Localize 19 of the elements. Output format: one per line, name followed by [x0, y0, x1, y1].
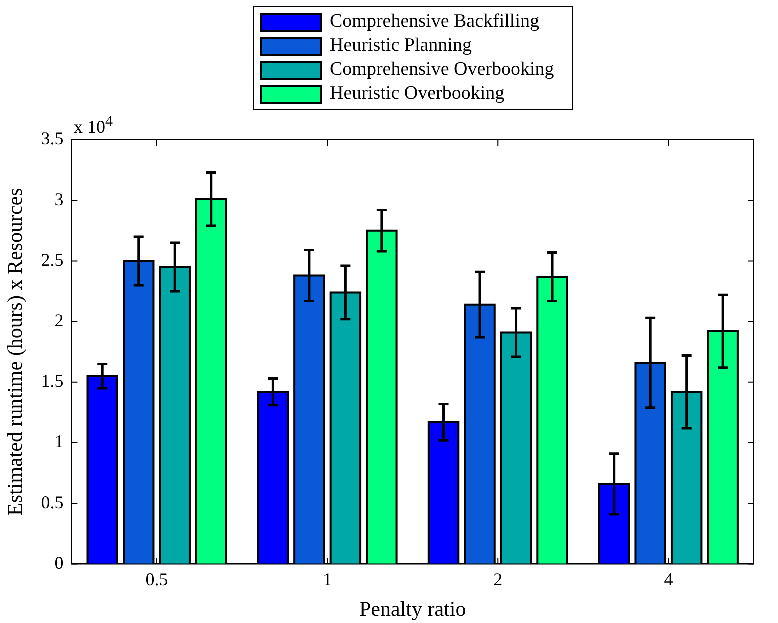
legend-label: Heuristic Planning	[330, 35, 472, 57]
x-tick-label: 2	[494, 570, 503, 590]
x-tick-label: 4	[664, 570, 674, 590]
y-tick-label: 3	[54, 189, 64, 210]
y-tick-label: 2	[54, 310, 64, 331]
x-axis-title: Penalty ratio	[359, 596, 466, 621]
y-tick-label: 1	[54, 432, 64, 452]
text: x 10$^{4}$	[74, 114, 113, 138]
y-axis-title: Estimated runtime (hours) x Resources	[3, 188, 28, 516]
x-tick-label: 0.5	[146, 570, 168, 590]
legend-label: Comprehensive Backfilling	[330, 11, 540, 33]
y-tick-label: 2.5	[41, 250, 64, 270]
y-tick-label: 1.5	[41, 371, 64, 392]
legend-label: Heuristic Overbooking	[330, 83, 505, 105]
legend-label: Comprehensive Overbooking	[330, 59, 554, 81]
y-tick-label: 3.5	[41, 128, 64, 149]
x-tick-label: 1	[323, 570, 332, 590]
y-tick-label: 0.5	[41, 492, 64, 512]
y-tick-label: 0	[54, 552, 64, 573]
